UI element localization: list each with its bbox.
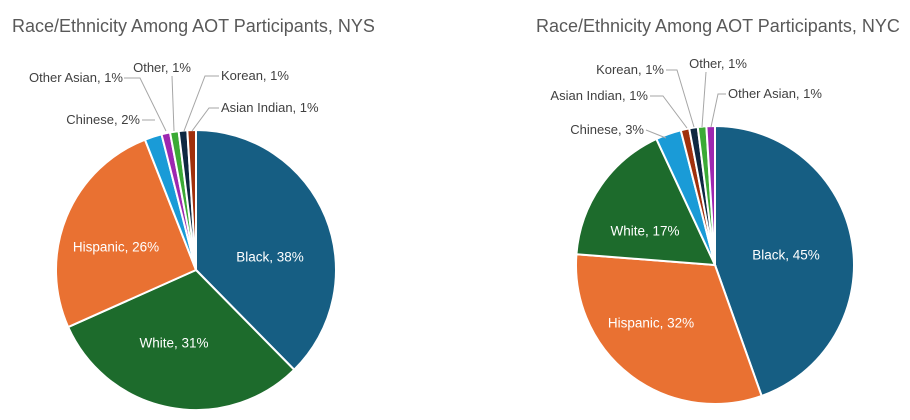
data-label-black: Black, 38% [236,250,304,265]
data-label-other: Other, 1% [689,56,747,71]
leader-line-korean [666,69,695,128]
pie-slice-other-asian [705,124,716,266]
data-label-asian-indian: Asian Indian, 1% [221,100,319,115]
data-label-white: White, 17% [610,224,679,239]
data-label-other-asian: Other Asian, 1% [728,86,822,101]
chart-title-nys: Race/Ethnicity Among AOT Participants, N… [12,16,375,36]
pie-slice-hispanic [54,138,198,329]
data-label-asian-indian: Asian Indian, 1% [550,88,648,103]
leader-line-other-asian [710,93,726,128]
leader-line-other [701,71,707,128]
data-label-chinese: Chinese, 2% [66,112,140,127]
data-label-hispanic: Hispanic, 32% [608,316,694,331]
pie-nys: Black, 38% White, 31% Hispanic, 26% Chinese… [29,60,337,411]
data-label-chinese: Chinese, 3% [570,122,644,137]
data-label-korean: Korean, 1% [596,62,664,77]
pie-slice-hispanic [575,253,763,405]
leader-line-other-asian [124,77,167,132]
pie-nyc: Black, 45% Hispanic, 32% White, 17% Chinese… [550,56,855,405]
leader-line-asian-indian [650,95,688,129]
pie-slice-black [195,128,337,372]
pie-slice-asian-indian [186,128,197,271]
leader-line-chinese [645,129,667,139]
leader-line-asian-indian [191,107,219,132]
data-label-black: Black, 45% [752,248,820,263]
pie-slice-white [66,268,296,411]
data-label-hispanic: Hispanic, 26% [73,240,159,255]
leader-line-other [171,75,175,132]
pie-slice-white [575,137,717,267]
data-label-other: Other, 1% [133,60,191,75]
data-label-korean: Korean, 1% [221,68,289,83]
data-label-white: White, 31% [139,336,208,351]
chart-title-nyc: Race/Ethnicity Among AOT Participants, N… [536,16,900,36]
leader-line-korean [183,75,219,132]
pie-slice-black [714,124,855,398]
data-label-other-asian: Other Asian, 1% [29,70,123,85]
